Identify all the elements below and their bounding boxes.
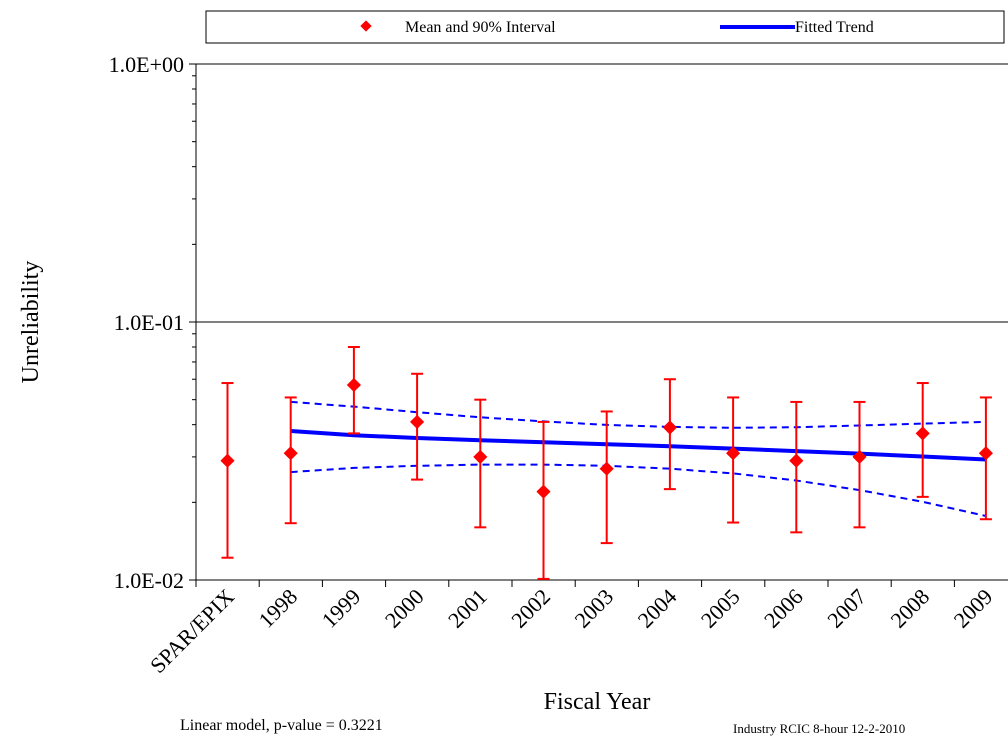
x-tick-label: 1999 — [317, 584, 366, 633]
y-tick-label: 1.0E-02 — [114, 568, 184, 593]
data-point — [726, 446, 741, 461]
x-tick-label: 2002 — [506, 584, 555, 633]
x-tick-label: 2008 — [885, 584, 934, 633]
data-point — [220, 453, 235, 468]
y-tick-label: 1.0E+00 — [109, 52, 184, 77]
model-note: Linear model, p-value = 0.3221 — [180, 717, 383, 734]
y-tick-label: 1.0E-01 — [114, 310, 184, 335]
trend-lower-bound — [290, 463, 987, 517]
series-layer — [220, 346, 993, 580]
data-point — [915, 426, 930, 441]
x-tick-label: 2009 — [949, 584, 998, 633]
x-tick-label: 2000 — [380, 584, 429, 633]
data-point — [978, 446, 993, 461]
legend-label-trend: Fitted Trend — [795, 19, 874, 36]
x-tick-label: 2007 — [822, 584, 871, 633]
axes: 1.0E-02 1.0E-01 1.0E+00 SPAR/EPIX 1998 1999 20… — [109, 52, 1008, 678]
data-point — [852, 449, 867, 464]
x-tick-label: 2006 — [759, 584, 808, 633]
x-tick-label: 2005 — [696, 584, 745, 633]
data-point — [346, 377, 361, 393]
trend-upper-bound — [290, 400, 986, 429]
data-point — [599, 461, 614, 476]
x-tick-label: 2001 — [443, 584, 492, 633]
y-axis-label: Unreliability — [18, 261, 44, 384]
legend-box — [205, 10, 1005, 44]
data-point — [473, 449, 488, 464]
data-point — [410, 414, 425, 429]
data-point — [789, 453, 804, 468]
x-tick-label: 1998 — [253, 584, 302, 633]
data-point — [536, 484, 551, 499]
trend-line — [290, 429, 986, 462]
x-tick-label: SPAR/EPIX — [145, 584, 239, 678]
legend-label-mean: Mean and 90% Interval — [405, 19, 556, 36]
source-note: Industry RCIC 8-hour 12-2-2010 — [733, 721, 905, 736]
data-point — [283, 446, 298, 461]
x-axis-label: Fiscal Year — [544, 689, 651, 715]
x-tick-label: 2003 — [569, 584, 618, 633]
data-point — [662, 420, 677, 435]
legend-entry-trend: Fitted Trend — [720, 19, 874, 36]
x-tick-label: 2004 — [633, 584, 682, 633]
